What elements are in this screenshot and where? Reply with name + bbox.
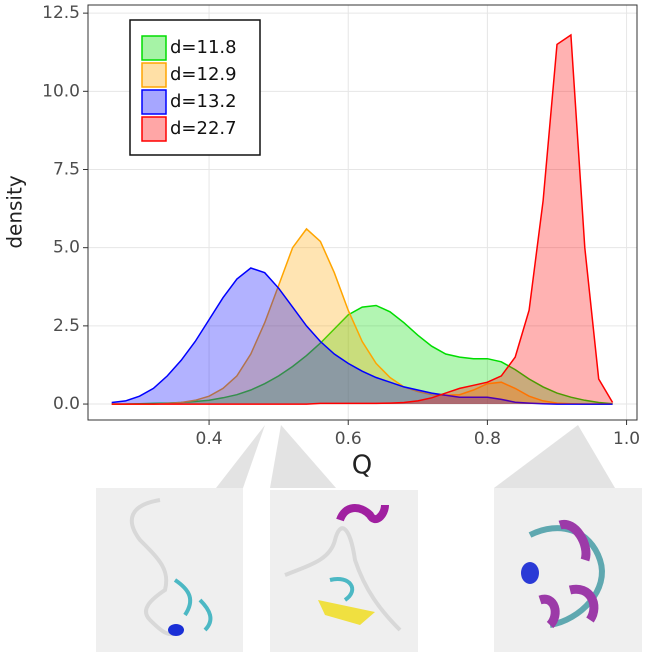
legend-label: d=13.2 bbox=[170, 91, 237, 112]
density-line bbox=[111, 227, 613, 405]
y-tick-label: 7.5 bbox=[53, 159, 80, 179]
density-line bbox=[111, 33, 614, 405]
inset-2 bbox=[270, 490, 418, 652]
inset-1 bbox=[96, 488, 243, 652]
x-tick-label: 0.4 bbox=[196, 429, 223, 449]
y-axis-title: density bbox=[3, 175, 27, 248]
legend-box bbox=[129, 19, 261, 156]
x-axis-title: Q bbox=[352, 451, 372, 481]
legend-swatch bbox=[141, 89, 167, 115]
y-tick-label: 12.5 bbox=[42, 3, 80, 23]
connector bbox=[216, 425, 265, 488]
legend-swatch bbox=[141, 62, 167, 88]
legend-label: d=11.8 bbox=[170, 37, 237, 58]
x-tick-label: 0.8 bbox=[474, 429, 501, 449]
x-tick-label: 0.6 bbox=[335, 429, 362, 449]
density-area bbox=[111, 305, 613, 405]
legend-swatch bbox=[141, 35, 167, 61]
inset-3 bbox=[494, 488, 642, 652]
legend-label: d=12.9 bbox=[170, 64, 237, 85]
plot-panel bbox=[87, 4, 638, 421]
y-tick-label: 2.5 bbox=[53, 316, 80, 336]
density-area bbox=[111, 35, 613, 405]
legend: d=11.8 d=12.9 d=13.2 d=22.7 bbox=[129, 19, 261, 156]
density-line bbox=[111, 304, 613, 405]
density-area bbox=[111, 268, 613, 405]
y-tick-label: 0.0 bbox=[53, 394, 80, 414]
density-area bbox=[111, 228, 613, 405]
y-tick-label: 5.0 bbox=[53, 238, 80, 258]
x-tick-label: 1.0 bbox=[613, 429, 640, 449]
y-tick-label: 10.0 bbox=[42, 81, 80, 101]
connector bbox=[270, 425, 336, 488]
legend-swatch bbox=[141, 116, 167, 142]
legend-label: d=22.7 bbox=[170, 118, 237, 139]
density-line bbox=[111, 267, 613, 405]
connector bbox=[494, 425, 615, 488]
